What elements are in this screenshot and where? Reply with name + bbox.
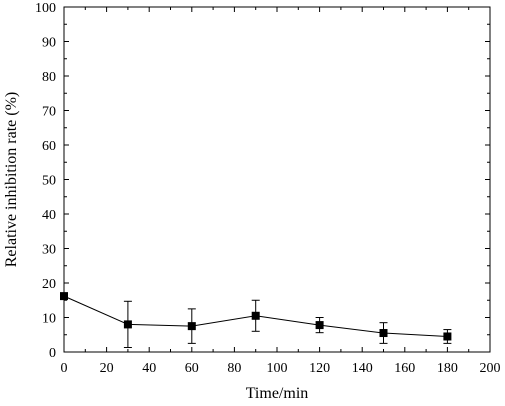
y-tick-label: 80	[42, 70, 56, 85]
axis-tick-labels: 0 20 40 60 80 100 120 140 160 180 200 0 10 20 30 40 50 60…	[35, 1, 501, 376]
series-layer	[60, 292, 452, 349]
y-tick-label: 30	[42, 243, 56, 258]
y-tick-label: 10	[42, 312, 56, 327]
y-tick-label: 70	[42, 105, 56, 120]
plot-frame	[63, 6, 491, 353]
x-tick-label: 120	[309, 361, 330, 376]
y-tick-label: 100	[35, 1, 56, 16]
x-axis-title: Time/min	[246, 385, 309, 402]
x-tick-label: 0	[61, 361, 68, 376]
x-tick-label: 160	[394, 361, 415, 376]
y-tick-label: 40	[42, 208, 56, 223]
x-tick-label: 140	[352, 361, 373, 376]
y-tick-label: 0	[49, 346, 56, 361]
data-point	[315, 321, 324, 330]
data-point	[251, 311, 260, 320]
x-tick-label: 80	[227, 361, 241, 376]
x-tick-label: 100	[267, 361, 288, 376]
plot-area-border	[63, 6, 491, 353]
data-point	[60, 292, 68, 301]
y-tick-label: 20	[42, 277, 56, 292]
y-tick-label: 90	[42, 36, 56, 51]
y-axis-title: Relative inhibition rate (%)	[3, 92, 20, 268]
y-tick-label: 60	[42, 139, 56, 154]
data-point	[443, 332, 452, 341]
data-point	[123, 320, 132, 329]
x-tick-label: 180	[437, 361, 458, 376]
x-tick-label: 40	[142, 361, 156, 376]
data-point	[187, 322, 196, 331]
axis-ticks	[63, 6, 491, 353]
x-tick-label: 20	[100, 361, 114, 376]
y-tick-label: 50	[42, 174, 56, 189]
x-tick-label: 200	[480, 361, 501, 376]
x-tick-label: 60	[185, 361, 199, 376]
data-point	[379, 329, 388, 338]
